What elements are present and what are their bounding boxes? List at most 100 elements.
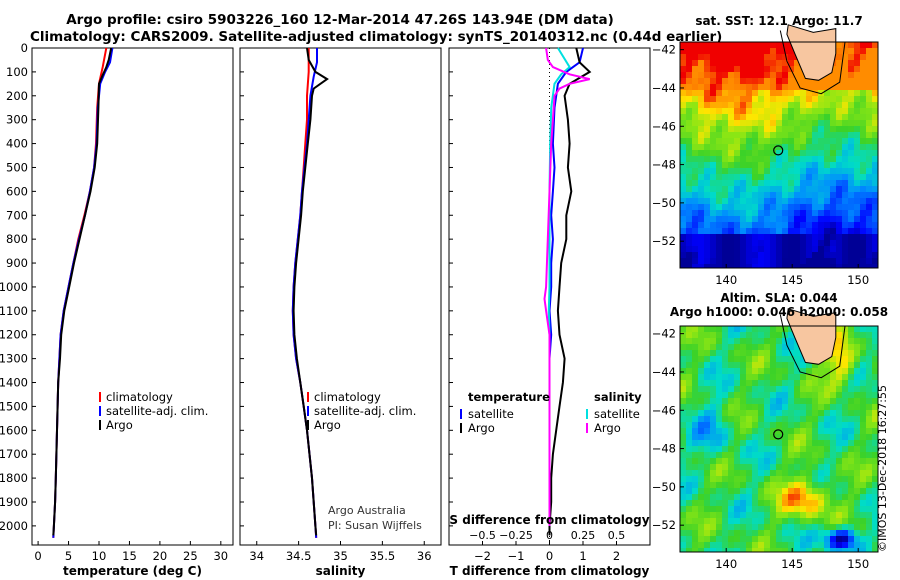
sst_map-cell: [848, 90, 855, 97]
sla_map-cell: [716, 410, 723, 417]
sla_map-cell: [848, 506, 855, 513]
sst_map-cell: [758, 246, 765, 253]
sst_map-cell: [704, 204, 711, 211]
sla_map-cell: [740, 536, 747, 543]
sla_map-cell: [830, 428, 837, 435]
sst_map-cell: [854, 72, 861, 79]
sst_map-cell: [686, 234, 693, 241]
sst_map-cell: [872, 126, 879, 133]
sst_map-cell: [752, 240, 759, 247]
sla_map-cell: [848, 440, 855, 447]
sst_map-cell: [866, 66, 873, 73]
sst_map-cell: [722, 234, 729, 241]
difference-legend-label: Argo: [468, 421, 495, 435]
sst_map-cell: [854, 228, 861, 235]
sst_map-cell: [800, 120, 807, 127]
sla_map-cell: [776, 434, 783, 441]
sst_map-cell: [722, 54, 729, 61]
sst_map-cell: [704, 132, 711, 139]
sst_map-cell: [704, 138, 711, 145]
salinity-legend-label: Argo: [314, 418, 341, 432]
sla_map-cell: [830, 374, 837, 381]
sla_map-cell: [836, 338, 843, 345]
sla_map-cell: [680, 386, 687, 393]
sst_map-cell: [806, 138, 813, 145]
sla_map-cell: [752, 344, 759, 351]
sst_map-cell: [872, 162, 879, 169]
sst_map-cell: [758, 174, 765, 181]
sst_map-cell: [698, 198, 705, 205]
sst_map-cell: [872, 96, 879, 103]
sst_map-cell: [746, 240, 753, 247]
sst_map-cell: [692, 228, 699, 235]
sla_map-cell: [866, 386, 873, 393]
sla_map-cell: [686, 434, 693, 441]
sla_map-cell: [740, 488, 747, 495]
sst_map-cell: [818, 138, 825, 145]
sla_map-cell: [848, 548, 855, 553]
sst_map-cell: [782, 120, 789, 127]
sla_map-cell: [770, 410, 777, 417]
sst_map-cell: [704, 162, 711, 169]
sla_map-cell: [818, 404, 825, 411]
sst_map-cell: [848, 60, 855, 67]
sst_map-cell: [830, 186, 837, 193]
sla_map-cell: [842, 494, 849, 501]
sla_map-cell: [698, 524, 705, 531]
sla_map-cell: [740, 458, 747, 465]
sst_map-cell: [764, 198, 771, 205]
sla_map-cell: [776, 488, 783, 495]
sla_map-cell: [770, 386, 777, 393]
sst_map-cell: [746, 246, 753, 253]
sla_map-cell: [704, 422, 711, 429]
sla_map-cell: [776, 344, 783, 351]
sst_map-cell: [716, 150, 723, 157]
sla_map-cell: [776, 524, 783, 531]
sla_map-cell: [818, 440, 825, 447]
sla_map-cell: [800, 428, 807, 435]
sla_map-cell: [800, 482, 807, 489]
sst_map-cell: [866, 144, 873, 151]
sla_map-cell: [704, 350, 711, 357]
sla_map-cell: [692, 548, 699, 553]
sla_map-cell: [692, 374, 699, 381]
sla_map-cell: [710, 482, 717, 489]
sst_map-cell: [782, 240, 789, 247]
sla_map-cell: [842, 446, 849, 453]
sst_map-cell: [698, 210, 705, 217]
sst_map-cell: [788, 192, 795, 199]
sla_map-cell: [824, 518, 831, 525]
sst_map-cell: [692, 186, 699, 193]
sla_map-cell: [752, 368, 759, 375]
sla_map-cell: [734, 350, 741, 357]
sst_map-cell: [842, 246, 849, 253]
sla_map-cell: [764, 356, 771, 363]
sla_map-cell: [872, 326, 879, 333]
sst_map-cell: [824, 126, 831, 133]
sla_map-cell: [710, 398, 717, 405]
sla_map-cell: [770, 368, 777, 375]
temperature-xtick-label: 20: [153, 549, 168, 563]
sla_map-cell: [692, 404, 699, 411]
sla_map-cell: [854, 512, 861, 519]
sla_map-cell: [818, 368, 825, 375]
sst_map-cell: [794, 132, 801, 139]
sst_map-cell: [842, 192, 849, 199]
sst_map-cell: [782, 156, 789, 163]
sla_map-cell: [806, 374, 813, 381]
sst_map-cell: [842, 42, 849, 49]
sst_map-cell: [686, 108, 693, 115]
sla_map-cell: [680, 524, 687, 531]
sla_map-cell: [824, 524, 831, 531]
sla_map-cell: [686, 344, 693, 351]
sst_map-cell: [836, 72, 843, 79]
sla_map-cell: [818, 548, 825, 553]
sla_map-cell: [692, 476, 699, 483]
sst_map-cell: [860, 120, 867, 127]
sst_map-cell: [704, 54, 711, 61]
sst_map-cell: [680, 264, 687, 269]
sla_map-cell: [728, 368, 735, 375]
sst_map-cell: [716, 264, 723, 269]
sla_map-ytick-label: −50: [652, 480, 676, 494]
sst_map-cell: [758, 96, 765, 103]
